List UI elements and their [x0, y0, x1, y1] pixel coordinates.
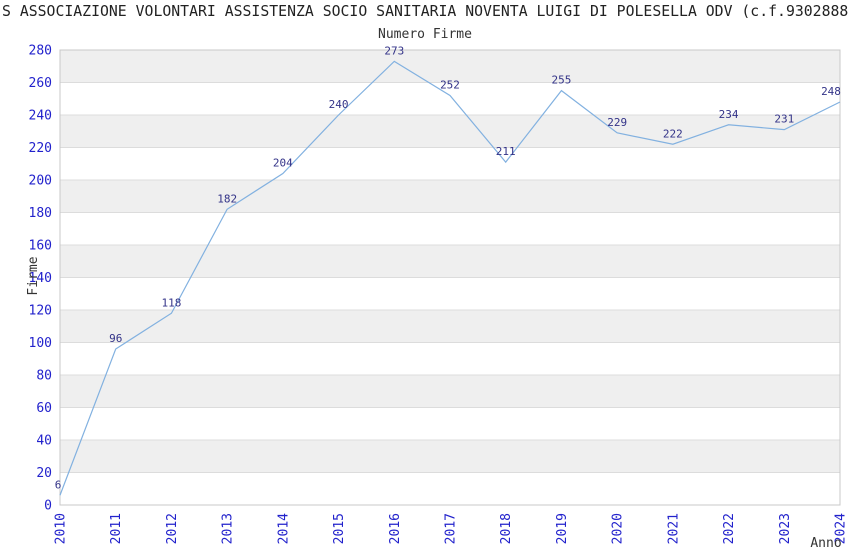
series-line — [59, 60, 841, 496]
data-point-label: 204 — [273, 157, 293, 170]
y-tick-label: 0 — [44, 499, 52, 514]
y-tick-label: 60 — [36, 401, 52, 416]
x-tick-label: 2018 — [499, 513, 514, 544]
x-tick-label: 2013 — [221, 513, 236, 544]
x-tick-label: 2012 — [165, 513, 180, 544]
data-point-label: 182 — [217, 192, 237, 205]
y-tick-label: 200 — [29, 174, 52, 189]
x-tick-label: 2021 — [666, 513, 681, 544]
plot-area: 0 20 40 60 80 100 120 140 160 180 200 220 240 260 280 2… — [29, 44, 849, 545]
x-tick-label: 2014 — [276, 513, 291, 544]
data-point-label: 234 — [719, 108, 739, 121]
x-tick-label: 2019 — [555, 513, 570, 544]
plot-band — [60, 50, 840, 83]
x-tick-label: 2017 — [444, 513, 459, 544]
plot-border — [59, 49, 841, 506]
x-tick-label: 2022 — [722, 513, 737, 544]
y-tick-label: 120 — [29, 304, 52, 319]
data-point-label: 273 — [384, 44, 404, 57]
data-point-label: 6 — [55, 478, 62, 491]
x-tick-label: 2016 — [388, 513, 403, 544]
data-point-label: 222 — [663, 127, 683, 140]
page-title: S ASSOCIAZIONE VOLONTARI ASSISTENZA SOCI… — [2, 3, 848, 20]
x-tick-label: 2020 — [611, 513, 626, 544]
x-tick-label: 2015 — [332, 513, 347, 544]
y-tick-label: 240 — [29, 109, 52, 124]
y-tick-label: 160 — [29, 239, 52, 254]
y-tick-label: 20 — [36, 466, 52, 481]
data-point-label: 240 — [329, 98, 349, 111]
y-tick-label: 100 — [29, 336, 52, 351]
data-point-label: 96 — [109, 332, 122, 345]
data-point-label: 229 — [607, 116, 627, 129]
y-tick-label: 280 — [29, 44, 52, 59]
y-tick-label: 260 — [29, 76, 52, 91]
y-tick-label: 140 — [29, 271, 52, 286]
data-point-label: 118 — [161, 296, 181, 309]
plot-band — [60, 245, 840, 278]
data-point-label: 255 — [551, 74, 571, 87]
data-point-label: 248 — [821, 85, 841, 98]
x-axis-title: Anno — [810, 536, 841, 550]
plot-band — [60, 375, 840, 408]
x-tick-label: 2024 — [834, 513, 849, 544]
x-tick-label: 2010 — [54, 513, 69, 544]
y-tick-label: 40 — [36, 434, 52, 449]
y-tick-label: 220 — [29, 141, 52, 156]
data-point-label: 231 — [774, 113, 794, 126]
data-point-label: 252 — [440, 79, 460, 92]
y-tick-label: 180 — [29, 206, 52, 221]
x-tick-label: 2011 — [109, 513, 124, 544]
plot-band — [60, 440, 840, 473]
plot-band — [60, 310, 840, 343]
y-tick-label: 80 — [36, 369, 52, 384]
y-axis-title: Firme — [26, 256, 41, 295]
plot-band — [60, 180, 840, 213]
chart-subtitle: Numero Firme — [378, 27, 472, 42]
x-tick-label: 2023 — [778, 513, 793, 544]
data-point-label: 211 — [496, 145, 516, 158]
